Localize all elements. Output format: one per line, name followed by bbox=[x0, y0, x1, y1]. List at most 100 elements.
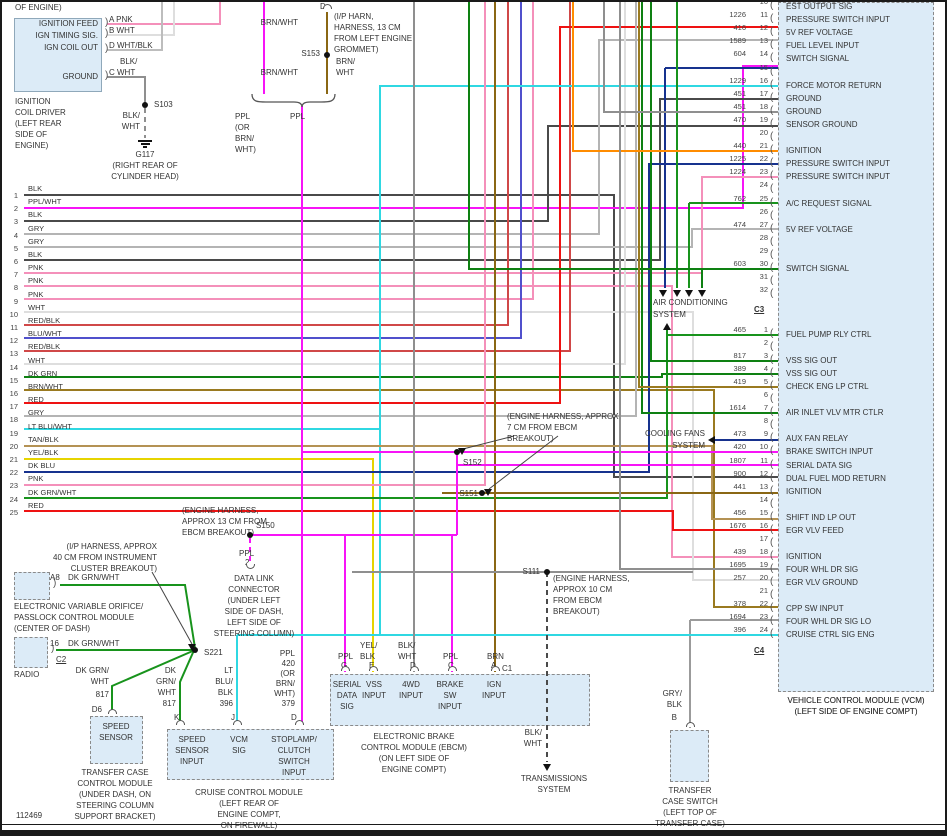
vcm-pin-bracket-icon: ( bbox=[770, 262, 774, 273]
left-pin-number: 6 bbox=[13, 257, 18, 266]
label: BRN/ bbox=[235, 134, 255, 143]
left-wire-color-label: DK GRN/WHT bbox=[28, 487, 77, 497]
label: DK GRN/ bbox=[75, 666, 109, 675]
label: GROUND bbox=[62, 72, 98, 81]
speed-sensor-box bbox=[90, 716, 143, 764]
vcm-pin-number: 19 bbox=[759, 114, 768, 124]
left-wire-color-label: PNK bbox=[28, 474, 44, 484]
label: PPL bbox=[443, 652, 459, 661]
wire-blk-2 bbox=[24, 125, 778, 222]
vcm-pin-bracket-icon: ( bbox=[770, 549, 774, 561]
vcm-pin-label: CHECK ENG LP CTRL bbox=[786, 382, 869, 392]
label: INPUT bbox=[438, 702, 462, 711]
vcm-pin-label: DUAL FUEL MOD RETURN bbox=[786, 473, 886, 483]
vcm-pin-wire: 257 bbox=[733, 572, 746, 582]
wire-red-25 bbox=[24, 510, 778, 531]
label: CLUSTER BREAKOUT) bbox=[70, 564, 157, 573]
label: WHT bbox=[336, 68, 355, 77]
module-pin-bracket-icon: ) bbox=[105, 17, 109, 28]
vcm-pin-number: 8 bbox=[763, 416, 768, 426]
vcm-pin-number: 1 bbox=[763, 325, 768, 334]
label: INPUT bbox=[362, 691, 386, 700]
left-wire-color-label: PNK bbox=[28, 263, 44, 273]
transfer-case-switch-box bbox=[670, 730, 709, 782]
label: TRANSFER CASE) bbox=[655, 819, 725, 828]
flow-arrow-down-icon bbox=[543, 764, 551, 771]
vcm-pin-bracket-icon: ( bbox=[770, 248, 774, 260]
left-pin-number: 16 bbox=[9, 389, 18, 398]
vcm-pin-bracket-icon: ( bbox=[770, 131, 774, 142]
vcm-pin-number: 20 bbox=[759, 572, 768, 582]
vcm-pin-bracket-icon: ( bbox=[770, 144, 774, 156]
label: PASSLOCK CONTROL MODULE bbox=[14, 613, 135, 622]
label: RADIO bbox=[14, 670, 40, 679]
vcm-pin-label: SHIFT IND LP OUT bbox=[786, 512, 856, 522]
vcm-pin-number: 4 bbox=[763, 364, 768, 374]
left-wire-color-label: WHT bbox=[28, 302, 46, 312]
vcm-pin-label: CRUISE CTRL SIG ENG bbox=[786, 630, 875, 640]
label: D WHT/BLK bbox=[109, 41, 153, 50]
label: ENGINE COMPT) bbox=[381, 765, 447, 774]
left-pin-number: 4 bbox=[13, 230, 18, 240]
left-pin-number: 13 bbox=[9, 349, 18, 359]
label: (LEFT SIDE OF ENGINE COMPT) bbox=[794, 707, 918, 716]
vcm-pin-bracket-icon: ( bbox=[770, 484, 774, 496]
flow-arrow-down-icon bbox=[673, 290, 681, 297]
label: COIL DRIVER bbox=[15, 108, 66, 117]
vcm-pin-label: GROUND bbox=[786, 106, 822, 116]
flow-arrow-down-icon bbox=[458, 448, 466, 455]
wire-redblk-10 bbox=[24, 2, 509, 326]
label: (OR bbox=[280, 669, 295, 678]
label: 16 bbox=[50, 639, 59, 648]
label: D bbox=[410, 661, 416, 670]
splice-s103 bbox=[142, 102, 148, 108]
wire-pnk-6 bbox=[24, 176, 778, 274]
wire-org-40 bbox=[572, 2, 778, 152]
vcm-pin-label: IGNITION bbox=[786, 486, 822, 496]
left-pin-number: 19 bbox=[9, 428, 18, 438]
left-wire-color-label: BLK bbox=[28, 210, 43, 220]
flow-arrow-down-icon bbox=[685, 290, 693, 297]
wire-dkgrn-31 bbox=[468, 2, 778, 270]
wire-blkwht-65 bbox=[107, 76, 146, 103]
vcm-pin-bracket-icon: ( bbox=[770, 536, 774, 548]
vcm-pin-bracket-icon: ( bbox=[770, 419, 774, 431]
vcm-pin-wire: 474 bbox=[733, 219, 746, 229]
left-pin-number: 9 bbox=[13, 296, 18, 306]
vcm-pin-number: 23 bbox=[759, 612, 768, 622]
label: SYSTEM bbox=[672, 441, 705, 450]
wire-gry-4 bbox=[24, 228, 778, 248]
label: TRANSFER bbox=[668, 786, 712, 795]
vcm-pin-number: 17 bbox=[759, 88, 768, 98]
label: C1 bbox=[502, 664, 513, 673]
vcm-pin-label-est-output: EST OUTPUT SIG bbox=[786, 2, 853, 11]
module-pin-bracket-icon: ) bbox=[105, 28, 109, 39]
label: EBCM BREAKOUT) bbox=[182, 528, 255, 537]
wire-blk-5 bbox=[24, 98, 778, 261]
vcm-pin-number: 17 bbox=[759, 533, 768, 543]
label: B WHT bbox=[109, 26, 135, 35]
vcm-pin-wire: 1694 bbox=[729, 612, 746, 622]
vcm-pin-wire: 451 bbox=[733, 88, 746, 98]
vcm-pin-wire: 1226 bbox=[729, 10, 746, 20]
wire-wht-13 bbox=[24, 2, 626, 365]
label: SIG bbox=[340, 702, 354, 711]
vcm-pin-number: 30 bbox=[759, 259, 768, 268]
label: INPUT bbox=[180, 757, 204, 766]
label: BLK bbox=[217, 688, 233, 697]
label: C2 bbox=[56, 655, 67, 664]
vcm-pin-label: A/C REQUEST SIGNAL bbox=[786, 198, 872, 208]
left-wire-color-label: TAN/BLK bbox=[28, 434, 59, 444]
label: INPUT bbox=[482, 691, 506, 700]
splice-s152 bbox=[454, 449, 460, 455]
label: GRN/ bbox=[156, 677, 176, 686]
label: BLK bbox=[360, 652, 376, 661]
connector-pin-arc-icon bbox=[176, 720, 185, 725]
vcm-pin-label: IGNITION bbox=[786, 146, 822, 156]
connector-pin-arc-icon bbox=[369, 666, 378, 671]
wire-red-16 bbox=[24, 26, 778, 404]
connector-pin-arc-icon bbox=[686, 722, 695, 727]
vcm-pin-number: 15 bbox=[759, 62, 768, 72]
label: 379 bbox=[281, 699, 295, 708]
